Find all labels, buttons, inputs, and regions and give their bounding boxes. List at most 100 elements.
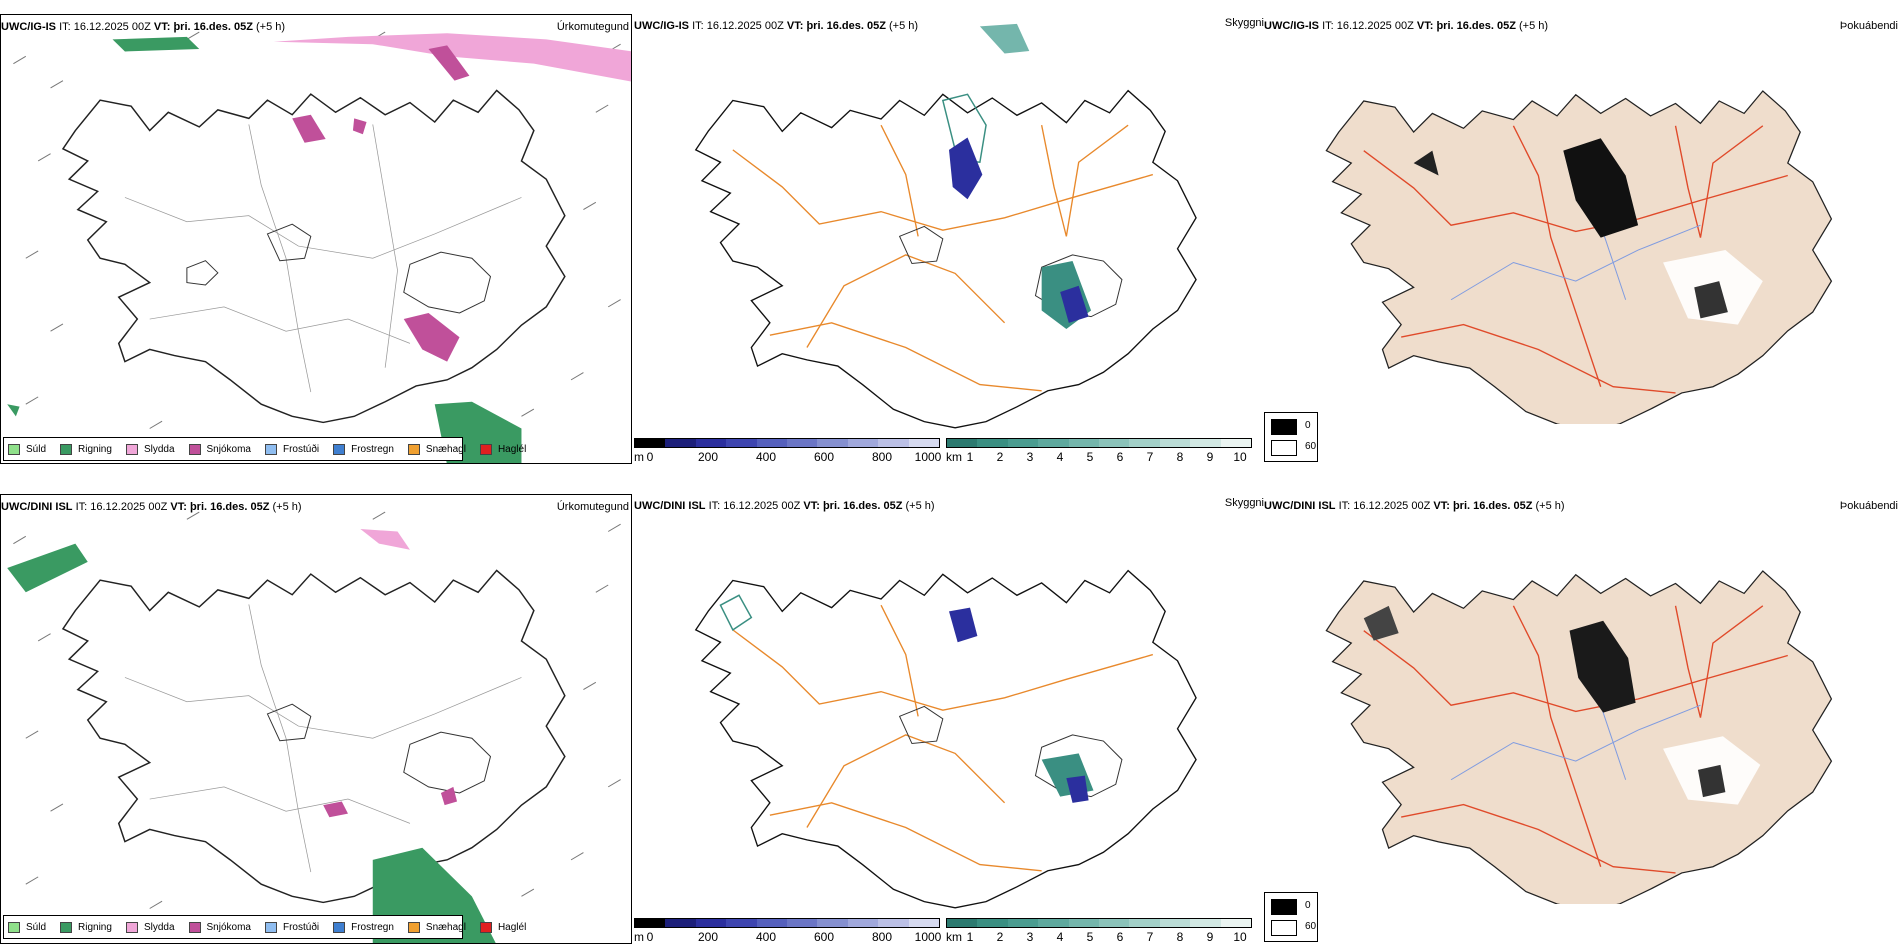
colorbar-segment (1159, 439, 1191, 447)
tick-label: 800 (871, 450, 893, 464)
init-time: 16.12.2025 00Z (706, 20, 784, 32)
tick-label: 4 (1056, 930, 1064, 944)
valid-time-label: VT: (1416, 20, 1434, 32)
colorbar-segment (756, 919, 788, 927)
legend-item: Snjókoma (188, 443, 251, 455)
tick-label: 4 (1056, 450, 1064, 464)
colorbar-segment (1038, 439, 1069, 447)
tick-label: 5 (1086, 930, 1094, 944)
model-name: UWC/IG-IS (634, 20, 689, 32)
tick-label: 1 (966, 450, 974, 464)
black-swatch-icon (1271, 419, 1297, 435)
tick-label: 2 (996, 930, 1004, 944)
init-time: 16.12.2025 00Z (1336, 20, 1414, 32)
colorbar-segment (635, 439, 666, 447)
colorbar-segment (665, 919, 696, 927)
colorbar-segment (847, 439, 879, 447)
colorbar-segment (947, 919, 978, 927)
colorbar-segment (1099, 919, 1130, 927)
colorbar-segment (1007, 919, 1039, 927)
init-time-label: IT: (692, 20, 704, 32)
tick-label: 0 (646, 450, 654, 464)
colorbar-segment (847, 919, 879, 927)
fog-legend: 0 60 (1264, 412, 1318, 462)
model-name: UWC/DINI ISL (634, 500, 706, 512)
fog-legend: 0 60 (1264, 892, 1318, 942)
init-time-label: IT: (59, 21, 71, 33)
legend-item: Frostúði (264, 443, 319, 455)
valid-time-label: VT: (803, 500, 820, 512)
valid-time-label: VT: (170, 501, 187, 513)
square-swatch-icon (125, 921, 138, 933)
precip-legend: Súld Rigning Slydda Snjókoma Frostúði Fr… (3, 437, 526, 461)
colorbar-segment (1068, 439, 1100, 447)
visibility-unit: km (946, 450, 962, 464)
visibility-unit: km (946, 930, 962, 944)
colorbar-segment (695, 919, 727, 927)
colorbar-segment (977, 439, 1008, 447)
legend-item: Rigning (60, 921, 112, 933)
black-swatch-icon (1271, 899, 1297, 915)
colorbar-segment (1129, 919, 1160, 927)
lead-time: (+5 h) (272, 501, 302, 513)
tick-label: 400 (755, 930, 777, 944)
visibility-panel-row2: UWC/DINI ISL IT: 16.12.2025 00Z VT: þri.… (634, 494, 1264, 944)
panel-title: Þokuábendi (1839, 20, 1898, 32)
valid-time-label: VT: (786, 20, 804, 32)
legend-item: Snæhagl (407, 443, 466, 455)
colorbar-segment (908, 919, 940, 927)
valid-time: þri. 16.des. 05Z (173, 21, 253, 33)
tick-label: 8 (1176, 930, 1184, 944)
tick-label: 9 (1206, 930, 1214, 944)
fog-panel-row1: UWC/IG-IS IT: 16.12.2025 00Z VT: þri. 16… (1264, 14, 1900, 464)
lead-time: (+5 h) (1535, 500, 1565, 512)
legend-item: Snjókoma (188, 921, 251, 933)
fog-legend-label: 60 (1305, 921, 1317, 932)
panel-header: UWC/IG-IS IT: 16.12.2025 00Z VT: þri. 16… (1, 21, 285, 33)
fog-index-map (1325, 570, 1833, 904)
colorbar-segment (817, 439, 848, 447)
square-swatch-icon (333, 921, 346, 933)
valid-time: þri. 16.des. 05Z (1452, 500, 1533, 512)
colorbar-segment (1129, 439, 1160, 447)
model-name: UWC/IG-IS (1264, 20, 1319, 32)
valid-time: þri. 16.des. 05Z (806, 20, 886, 32)
panel-header: UWC/DINI ISL IT: 16.12.2025 00Z VT: þri.… (1, 501, 302, 513)
lead-time: (+5 h) (256, 21, 286, 33)
visibility-colorbar (946, 438, 1252, 448)
colorbar-segment (878, 919, 909, 927)
model-name: UWC/DINI ISL (1, 501, 73, 513)
init-time-label: IT: (1338, 500, 1351, 512)
fog-legend-label: 0 (1305, 420, 1311, 431)
white-swatch-icon (1271, 440, 1297, 456)
colorbar-segment (908, 439, 940, 447)
colorbar-segment (726, 439, 757, 447)
fog-legend-label: 0 (1305, 900, 1311, 911)
square-swatch-icon (333, 443, 346, 455)
init-time-label: IT: (1322, 20, 1334, 32)
lead-time: (+5 h) (1519, 20, 1549, 32)
tick-label: 600 (813, 930, 835, 944)
colorbar-segment (878, 439, 909, 447)
colorbar-segment (977, 919, 1008, 927)
visibility-colorbar (946, 918, 1252, 928)
init-time-label: IT: (708, 500, 721, 512)
legend-item: Frostregn (333, 443, 394, 455)
colorbar-segment (1068, 919, 1100, 927)
init-time: 16.12.2025 00Z (73, 21, 151, 33)
valid-time: þri. 16.des. 05Z (1436, 20, 1516, 32)
colorbar-segment (1038, 919, 1069, 927)
tick-label: 10 (1233, 450, 1247, 464)
square-swatch-icon (188, 443, 201, 455)
square-swatch-icon (188, 921, 201, 933)
init-time: 16.12.2025 00Z (90, 501, 168, 513)
init-time: 16.12.2025 00Z (1353, 500, 1431, 512)
precip-type-map (7, 511, 621, 943)
legend-item: Slydda (125, 921, 175, 933)
panel-header: UWC/DINI ISL IT: 16.12.2025 00Z VT: þri.… (1264, 500, 1565, 512)
panel-title: Úrkomutegund (556, 501, 629, 513)
legend-item: Haglél (479, 921, 526, 933)
tick-label: 1000 (914, 450, 942, 464)
tick-label: 200 (697, 930, 719, 944)
fog-index-map (1325, 90, 1833, 424)
